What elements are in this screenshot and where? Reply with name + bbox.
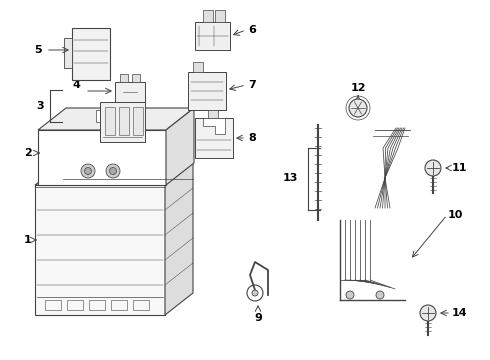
Polygon shape bbox=[165, 163, 193, 315]
Text: 1: 1 bbox=[24, 235, 32, 245]
Polygon shape bbox=[96, 110, 141, 122]
Bar bbox=[188, 72, 226, 110]
Polygon shape bbox=[38, 108, 194, 130]
Circle shape bbox=[81, 164, 95, 178]
Circle shape bbox=[106, 164, 120, 178]
Circle shape bbox=[109, 167, 117, 175]
Bar bbox=[203, 10, 213, 22]
Circle shape bbox=[84, 167, 92, 175]
Bar bbox=[119, 107, 129, 135]
Bar bbox=[115, 82, 145, 102]
Bar bbox=[132, 74, 140, 82]
Bar bbox=[67, 300, 83, 310]
Polygon shape bbox=[35, 185, 165, 315]
Text: 3: 3 bbox=[36, 101, 44, 111]
Bar bbox=[133, 107, 143, 135]
Polygon shape bbox=[35, 163, 193, 185]
Polygon shape bbox=[166, 108, 194, 185]
Text: 9: 9 bbox=[254, 313, 262, 323]
Bar bbox=[133, 300, 149, 310]
Text: 2: 2 bbox=[24, 148, 32, 158]
Text: 11: 11 bbox=[452, 163, 467, 173]
Bar bbox=[64, 38, 72, 68]
Bar bbox=[45, 300, 61, 310]
Bar bbox=[208, 110, 218, 120]
Text: 12: 12 bbox=[350, 83, 366, 93]
Text: 14: 14 bbox=[452, 308, 467, 318]
Circle shape bbox=[252, 290, 258, 296]
Bar bbox=[105, 107, 115, 135]
Polygon shape bbox=[203, 118, 225, 134]
Circle shape bbox=[349, 99, 367, 117]
Text: 8: 8 bbox=[248, 133, 256, 143]
Text: 6: 6 bbox=[248, 25, 256, 35]
Circle shape bbox=[420, 305, 436, 321]
Text: 7: 7 bbox=[248, 80, 256, 90]
Text: 10: 10 bbox=[448, 210, 464, 220]
Circle shape bbox=[376, 291, 384, 299]
Bar bbox=[215, 10, 225, 22]
Bar bbox=[89, 300, 105, 310]
Bar bbox=[72, 28, 110, 80]
Bar bbox=[195, 22, 230, 50]
Text: 13: 13 bbox=[282, 173, 298, 183]
Polygon shape bbox=[38, 130, 166, 185]
Circle shape bbox=[346, 291, 354, 299]
Bar bbox=[100, 102, 145, 142]
Text: 5: 5 bbox=[34, 45, 42, 55]
Bar bbox=[120, 74, 128, 82]
Bar bbox=[111, 300, 127, 310]
Circle shape bbox=[425, 160, 441, 176]
Bar bbox=[193, 62, 203, 72]
Bar bbox=[195, 118, 233, 158]
Text: 4: 4 bbox=[72, 80, 80, 90]
